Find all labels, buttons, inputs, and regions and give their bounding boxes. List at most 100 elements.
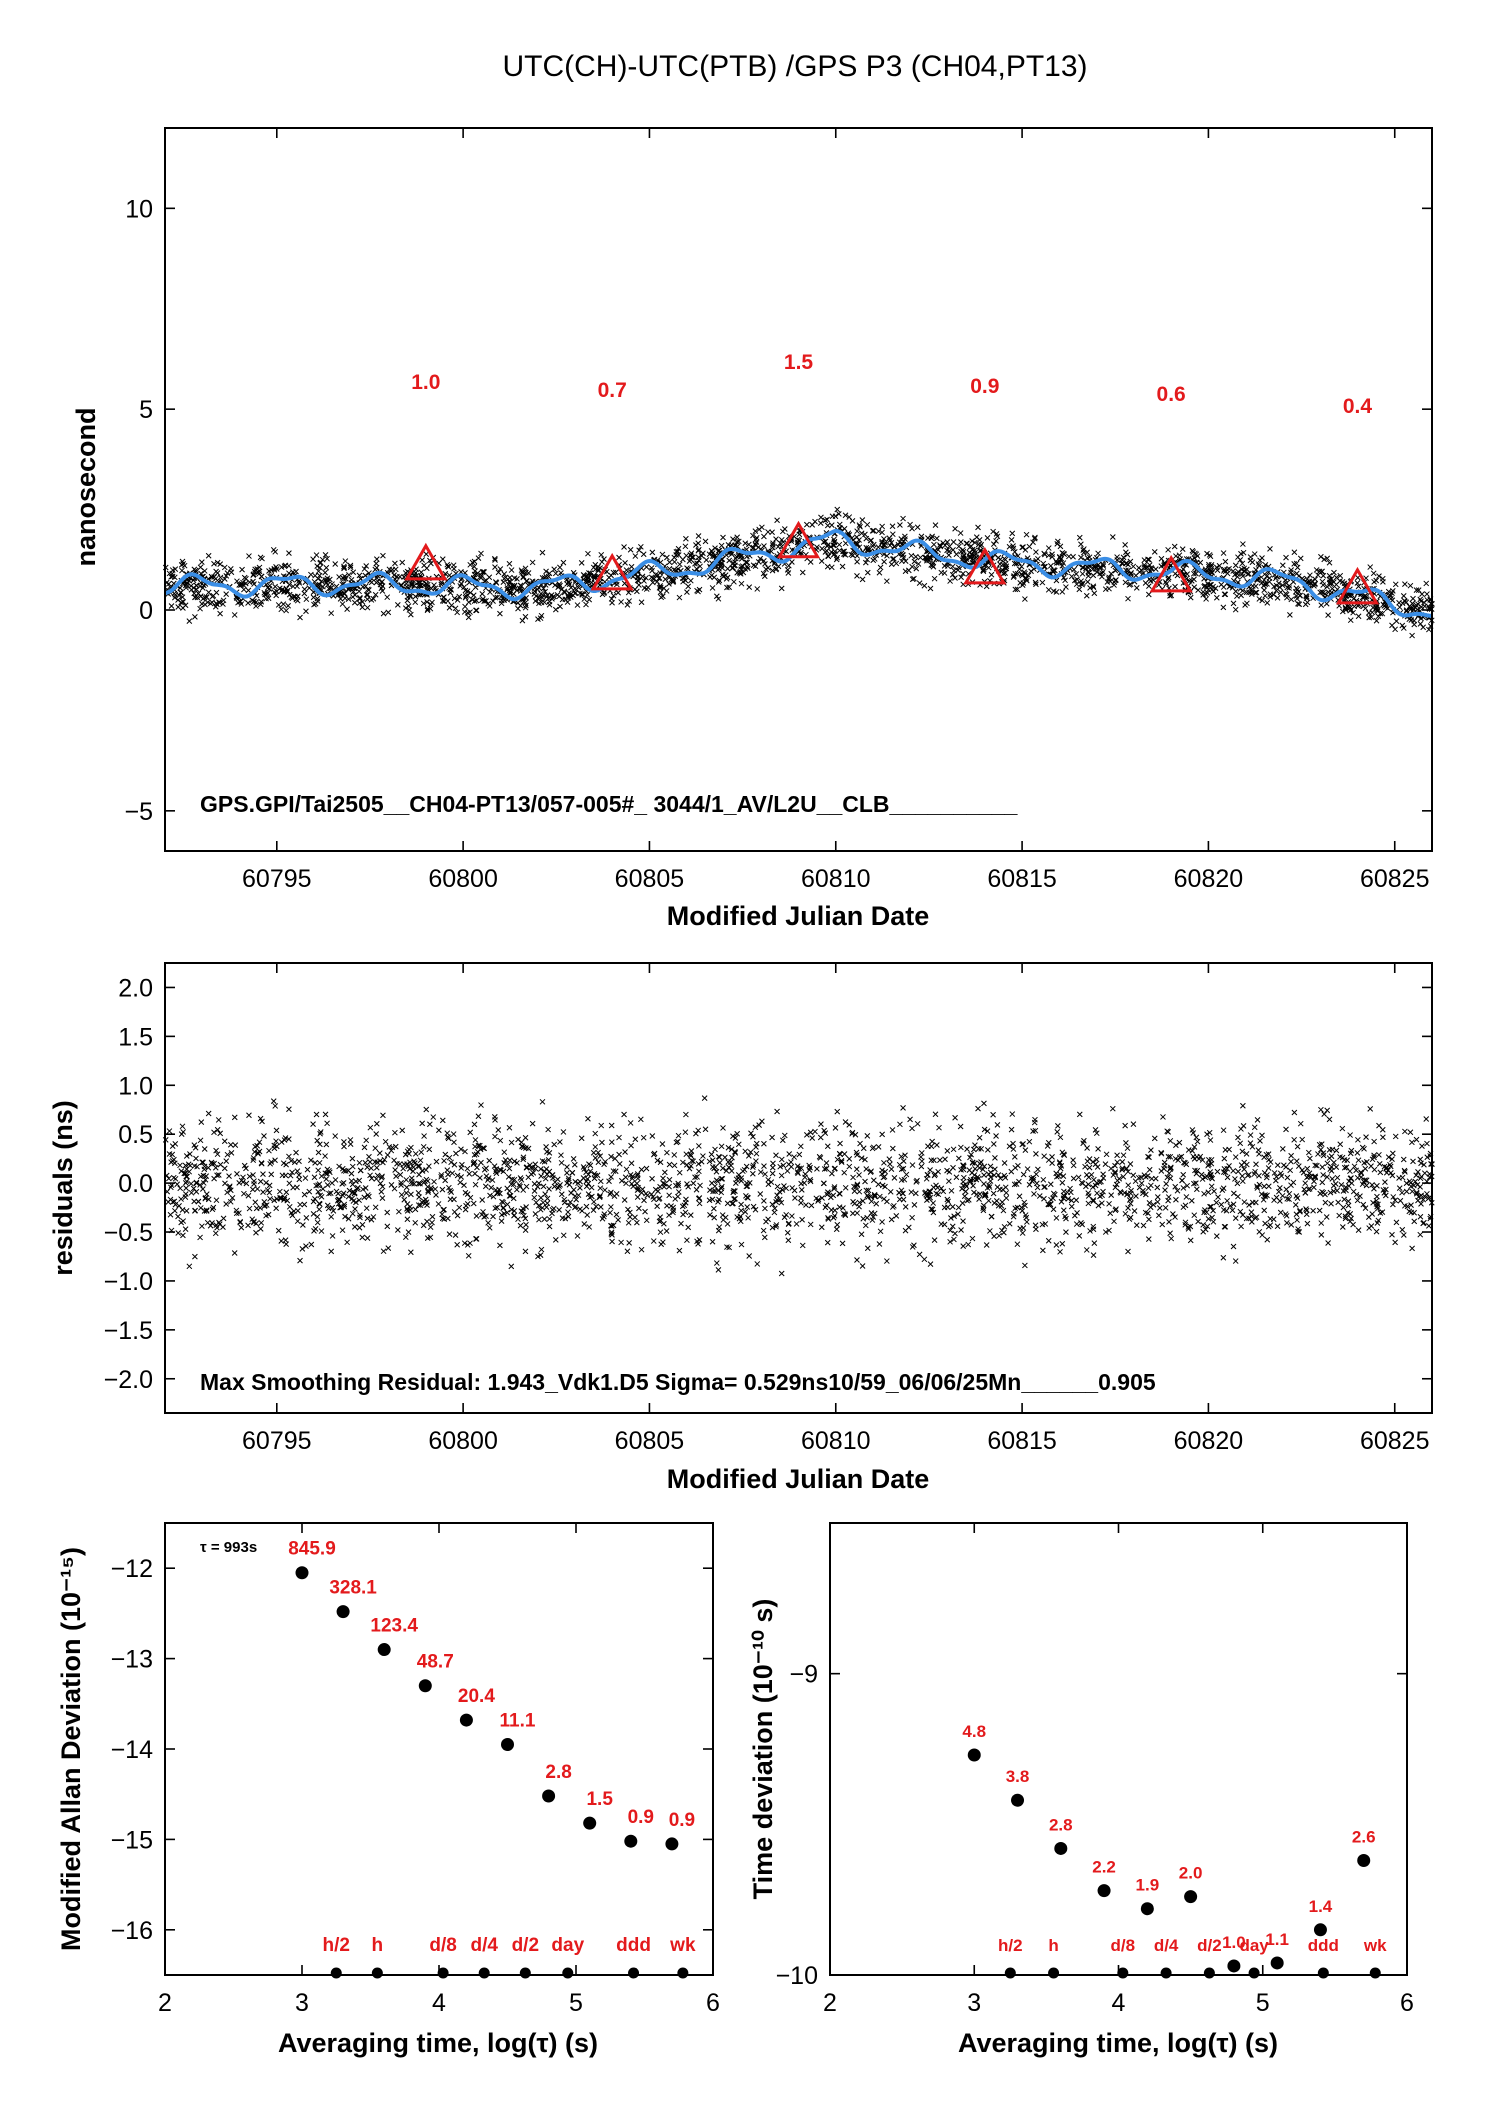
data-point <box>1092 563 1099 570</box>
residual-point <box>339 1181 346 1187</box>
data-point <box>1014 586 1021 593</box>
residual-point <box>238 1224 245 1231</box>
residual-point <box>1154 1194 1161 1200</box>
x-tick-label: 60795 <box>242 1427 312 1455</box>
residual-point <box>676 1169 683 1176</box>
data-point <box>697 563 703 570</box>
data-point <box>478 597 485 604</box>
y-tick-label: −0.5 <box>104 1219 153 1247</box>
data-point <box>622 560 628 566</box>
residual-point <box>357 1214 363 1221</box>
data-point <box>1262 592 1268 599</box>
residual-point <box>301 1191 308 1198</box>
residual-point <box>397 1171 404 1178</box>
residual-point <box>197 1234 203 1241</box>
residual-point <box>1328 1200 1334 1207</box>
top-plot-frame <box>164 127 1433 852</box>
residual-point <box>608 1122 615 1129</box>
y-tick-label: 0 <box>139 597 153 625</box>
x-tick-label: 60815 <box>987 865 1057 893</box>
data-point <box>540 585 547 592</box>
data-point <box>616 554 622 561</box>
residual-point <box>738 1201 744 1208</box>
residual-point <box>273 1138 279 1145</box>
residual-point <box>1045 1237 1052 1244</box>
data-point <box>301 590 308 597</box>
data-point <box>432 585 439 592</box>
residual-point <box>426 1121 433 1128</box>
residual-point <box>657 1183 663 1190</box>
residual-point <box>1082 1163 1088 1170</box>
residual-point <box>571 1161 578 1168</box>
residual-point <box>773 1152 779 1159</box>
residual-point <box>868 1198 875 1205</box>
data-point <box>1220 604 1227 611</box>
data-point <box>501 571 508 577</box>
data-point <box>895 541 902 548</box>
residual-point <box>627 1209 633 1216</box>
residual-point <box>749 1170 756 1177</box>
residual-point <box>927 1167 933 1173</box>
residual-point <box>497 1137 504 1144</box>
deviation-point <box>583 1816 597 1830</box>
data-point <box>1018 571 1025 577</box>
residual-point <box>1133 1222 1140 1228</box>
data-point <box>294 583 300 590</box>
data-point <box>1297 555 1304 562</box>
residual-point <box>329 1180 335 1186</box>
data-point <box>1282 590 1289 597</box>
residual-point <box>406 1150 412 1157</box>
data-point <box>1393 618 1400 624</box>
residual-point <box>1006 1220 1013 1227</box>
residual-point <box>1033 1150 1039 1157</box>
data-point <box>350 569 357 576</box>
residual-point <box>404 1216 411 1223</box>
residual-point <box>678 1220 684 1227</box>
data-point <box>580 571 587 578</box>
residual-point <box>306 1188 313 1195</box>
residual-point <box>1277 1209 1284 1216</box>
data-point <box>775 543 782 550</box>
residual-point <box>693 1130 699 1137</box>
x-tick-label: 3 <box>295 1989 309 2017</box>
residual-point <box>1337 1141 1344 1148</box>
residual-point <box>541 1216 548 1222</box>
data-point <box>908 552 915 559</box>
data-point <box>564 599 571 605</box>
data-point <box>1079 570 1086 577</box>
data-point <box>695 533 702 539</box>
residual-point <box>200 1159 206 1166</box>
data-point <box>1099 573 1105 580</box>
residual-point <box>175 1230 182 1236</box>
data-point <box>347 564 354 571</box>
data-point <box>1066 553 1072 560</box>
data-point <box>914 524 921 531</box>
data-point <box>897 522 903 528</box>
residual-point <box>636 1205 642 1212</box>
residual-point <box>1259 1132 1265 1139</box>
data-point <box>315 582 321 589</box>
interval-label: h <box>372 1935 384 1956</box>
data-point <box>937 543 944 550</box>
residual-point <box>938 1221 945 1227</box>
residual-point <box>1347 1168 1353 1175</box>
data-point <box>423 565 430 572</box>
data-point <box>975 524 981 531</box>
residual-point <box>349 1155 356 1162</box>
data-point <box>380 552 386 559</box>
data-point <box>578 560 585 566</box>
data-point <box>239 566 245 573</box>
residual-point <box>431 1178 437 1185</box>
data-point <box>278 564 285 571</box>
data-point <box>1009 530 1016 537</box>
residual-point <box>923 1175 930 1182</box>
data-point <box>323 564 330 571</box>
residual-point <box>1380 1134 1386 1141</box>
residual-point <box>1173 1142 1179 1149</box>
interval-marker <box>478 1967 490 1979</box>
residual-point <box>842 1119 849 1125</box>
residual-point <box>1358 1174 1364 1181</box>
residual-point <box>716 1224 723 1230</box>
residual-point <box>363 1205 370 1212</box>
data-point <box>949 571 956 578</box>
